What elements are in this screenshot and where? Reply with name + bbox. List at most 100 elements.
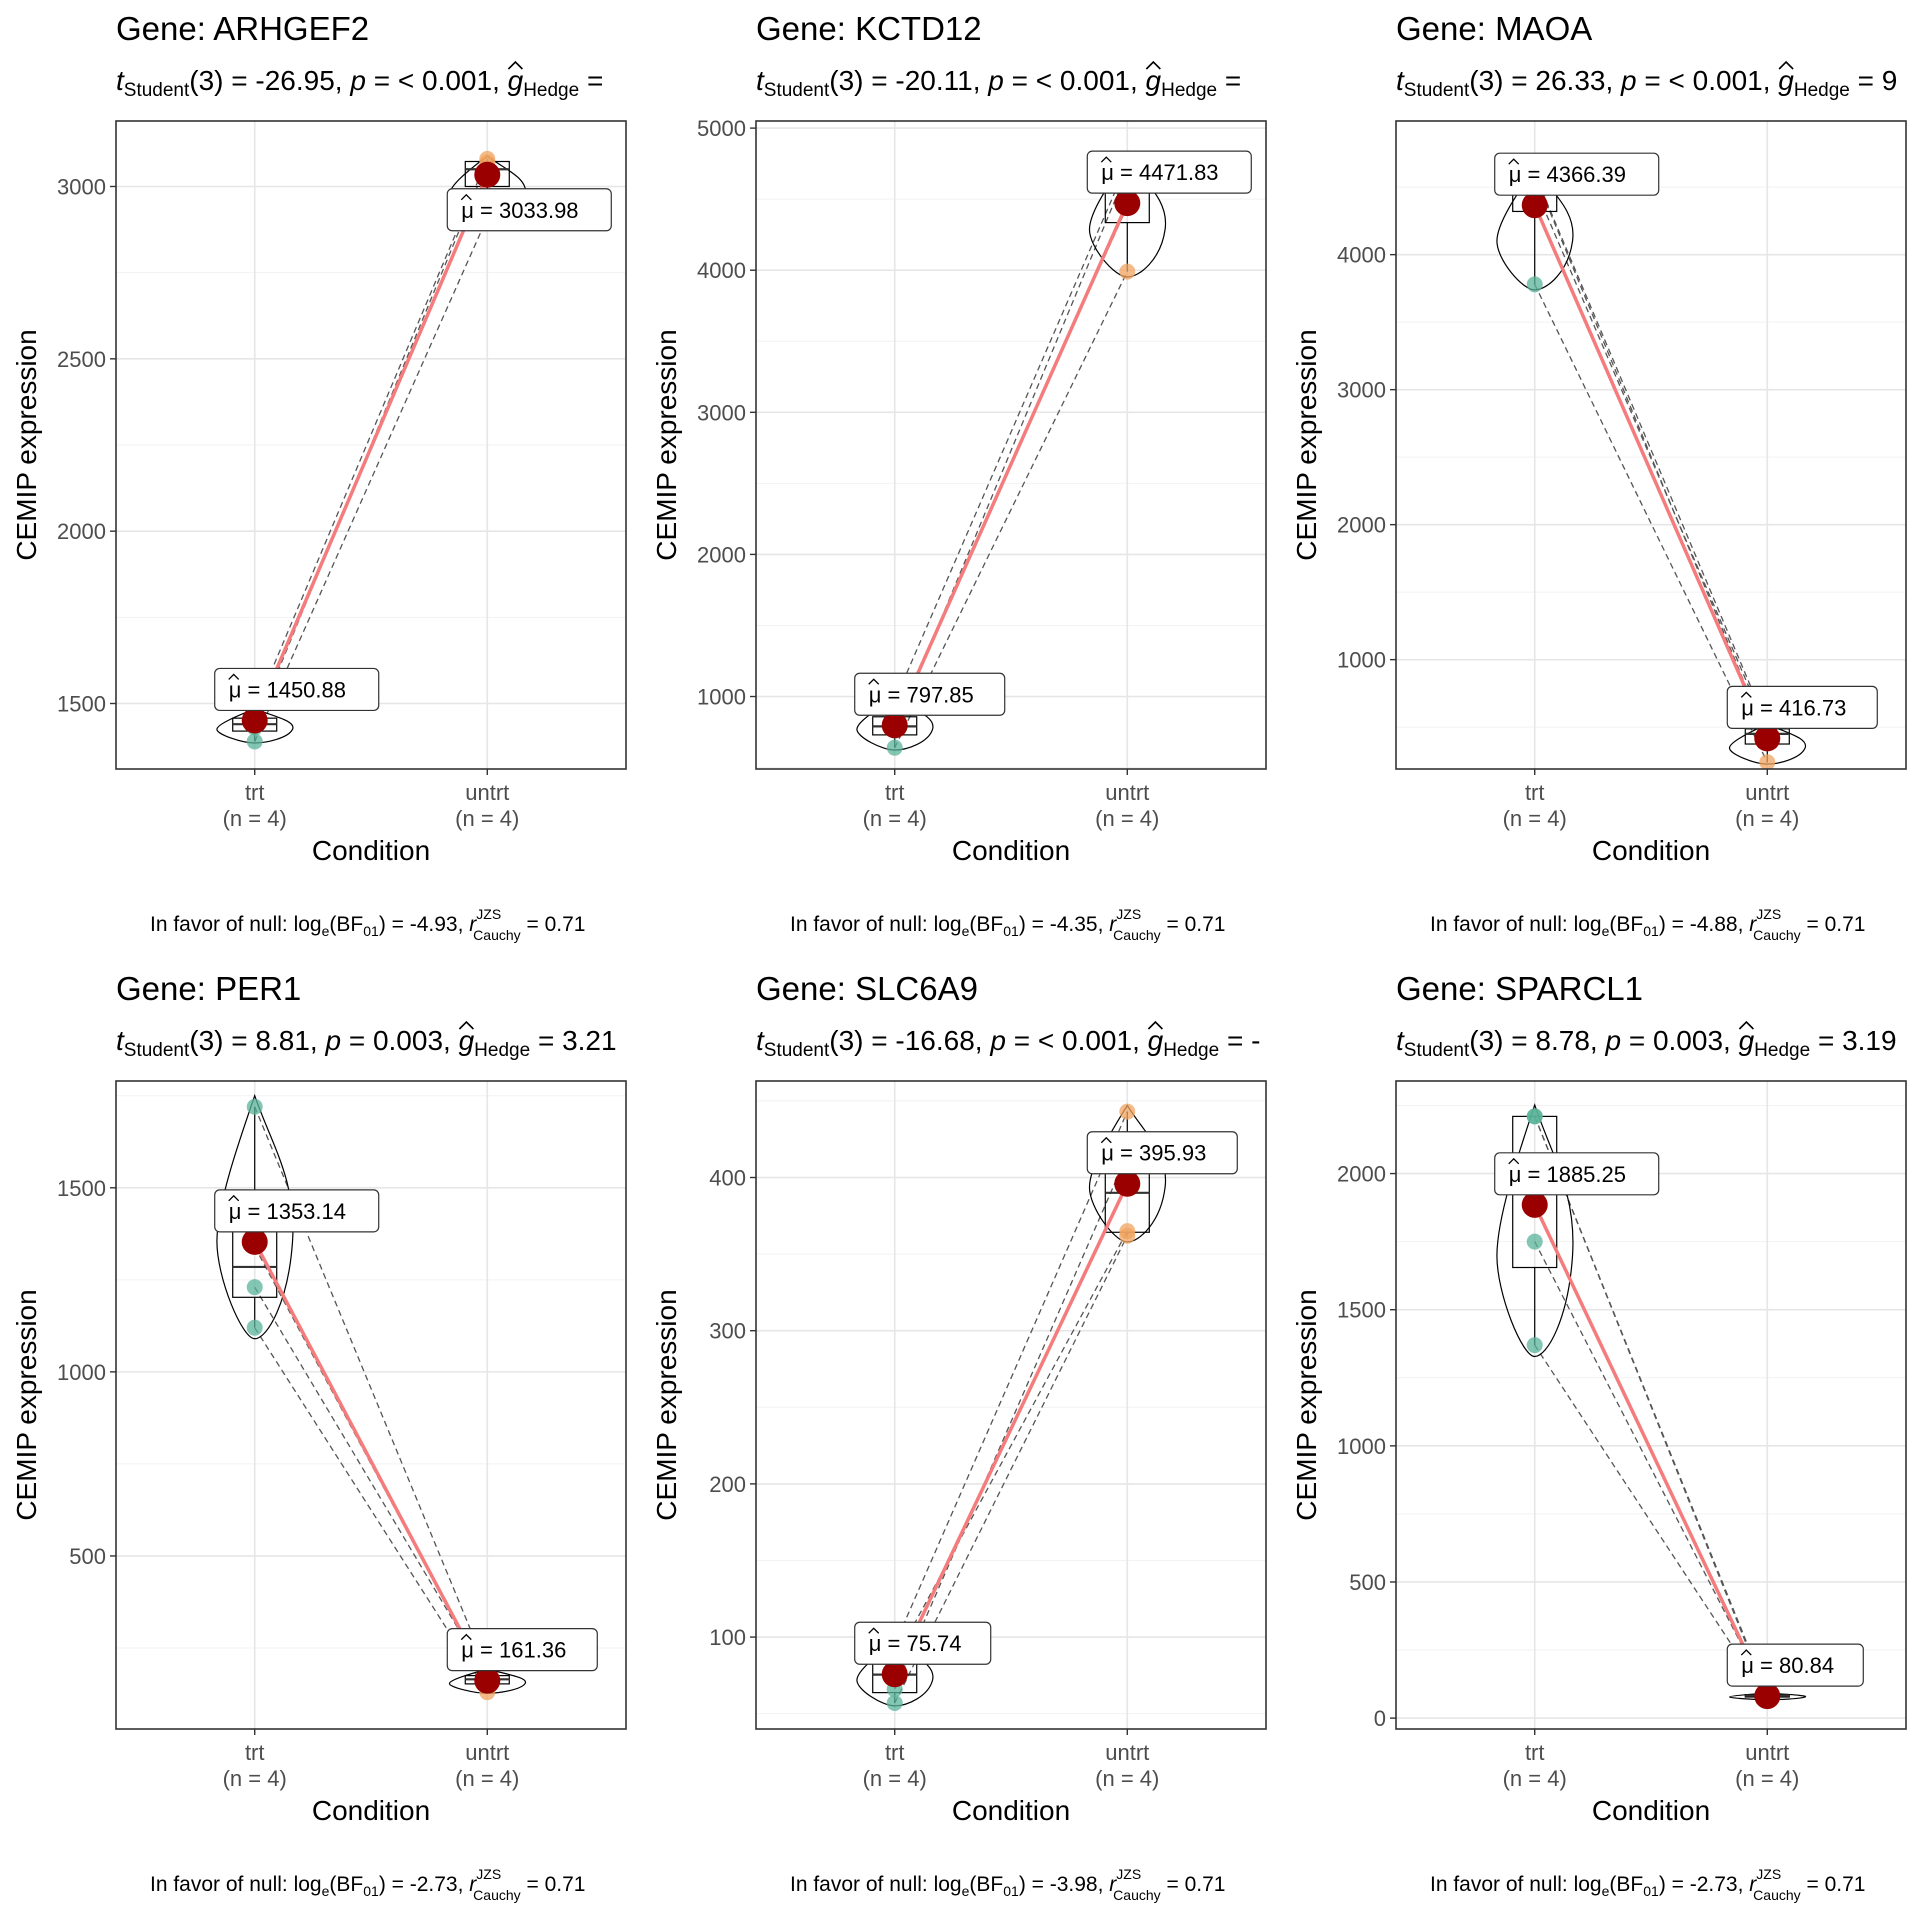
mean-label-text: μ = 3033.98 (461, 198, 578, 223)
mean-label-text: μ = 1885.25 (1509, 1162, 1626, 1187)
data-point-trt (246, 733, 263, 750)
mean-label-box (1086, 1131, 1238, 1175)
y-tick-label: 500 (69, 1544, 106, 1569)
chart-panel-5: Gene: SLC6A9 tStudent(3) = -16.68, p = < … (651, 970, 1267, 1903)
x-tick-label: trt (1525, 1740, 1545, 1765)
y-tick-label: 1500 (57, 692, 106, 717)
mean-label-box (1494, 1152, 1660, 1196)
y-tick-label: 1000 (697, 685, 746, 710)
y-tick-label: 100 (709, 1625, 746, 1650)
mean-label-trt: μ = 75.74 (854, 1621, 992, 1665)
paired-connector (1534, 186, 1768, 731)
bayes-caption: In favor of null: loge(BF01) = -2.73, rJ… (1430, 1866, 1865, 1903)
mean-point-untrt (474, 1667, 501, 1694)
hat-icon (460, 193, 472, 201)
paired-connector (1534, 1344, 1768, 1700)
mean-label-text: μ = 1450.88 (229, 677, 346, 702)
hat-icon (1508, 158, 1520, 165)
mean-label-text: μ = 395.93 (1101, 1141, 1206, 1166)
paired-connector (1534, 173, 1768, 727)
paired-connector (1534, 1116, 1768, 1694)
data-point-trt (1526, 1233, 1543, 1250)
hat-icon (1740, 1649, 1752, 1656)
mean-label-untrt: μ = 3033.98 (446, 188, 612, 232)
y-tick-label: 2000 (57, 519, 106, 544)
mean-point-trt (241, 1228, 268, 1255)
mean-label-text: μ = 75.74 (869, 1631, 962, 1656)
x-tick-label: trt (1525, 780, 1545, 805)
paired-connector (254, 158, 488, 711)
mean-label-box (854, 672, 1006, 716)
y-axis-title: CEMIP expression (651, 329, 682, 560)
y-tick-label: 400 (709, 1166, 746, 1191)
chart-panel-3: Gene: MAOA tStudent(3) = 26.33, p = < 0.0… (1291, 10, 1907, 943)
x-tick-label: trt (245, 1740, 265, 1765)
plot-content (216, 150, 527, 750)
bayes-caption: In favor of null: loge(BF01) = -3.98, rJ… (790, 1866, 1225, 1903)
mean-label-text: μ = 1353.14 (229, 1199, 346, 1224)
y-axis-title: CEMIP expression (11, 1289, 42, 1520)
chart-subtitle: tStudent(3) = 8.81, p = 0.003, gHedge = … (116, 1025, 617, 1061)
y-tick-label: 4000 (1337, 243, 1386, 268)
x-axis-title: Condition (1592, 835, 1710, 866)
panel-border (115, 120, 627, 770)
data-point-untrt (1119, 263, 1136, 280)
mean-label-trt: μ = 1353.14 (214, 1189, 380, 1233)
mean-label-text: μ = 4471.83 (1101, 160, 1218, 185)
mean-point-untrt (1114, 1170, 1141, 1197)
panel-border (755, 120, 1267, 770)
x-axis-title: Condition (1592, 1795, 1710, 1826)
mean-label-trt: μ = 1450.88 (214, 667, 380, 712)
mean-label-untrt: μ = 395.93 (1086, 1131, 1238, 1175)
mean-label-box (214, 667, 380, 712)
hat-icon (228, 1194, 240, 1202)
x-axis-title: Condition (952, 835, 1070, 866)
chart-title: Gene: KCTD12 (756, 10, 982, 47)
mean-label-trt: μ = 1885.25 (1494, 1152, 1660, 1196)
data-point-trt (886, 739, 903, 756)
mean-label-text: μ = 797.85 (869, 682, 974, 707)
data-point-trt (246, 1319, 263, 1336)
mean-point-trt (881, 712, 908, 739)
mean-line (253, 1241, 489, 1682)
data-point-trt (1526, 1108, 1543, 1125)
paired-connector (254, 217, 488, 742)
y-tick-label: 0 (1374, 1706, 1386, 1731)
y-tick-label: 300 (709, 1319, 746, 1344)
mean-point-untrt (1754, 1683, 1781, 1710)
gridlines (756, 121, 1266, 769)
chart-panel-4: Gene: PER1 tStudent(3) = 8.81, p = 0.003,… (11, 970, 627, 1903)
bayes-caption: In favor of null: loge(BF01) = -4.35, rJ… (790, 906, 1225, 943)
y-axis-title: CEMIP expression (1291, 1289, 1322, 1520)
x-tick-label: trt (885, 1740, 905, 1765)
mean-label-trt: μ = 4366.39 (1494, 152, 1660, 196)
y-tick-label: 1500 (1337, 1298, 1386, 1323)
chart-subtitle: tStudent(3) = 8.78, p = 0.003, gHedge = … (1396, 1025, 1897, 1061)
hat-icon (460, 1633, 472, 1641)
mean-point-trt (1521, 1191, 1548, 1218)
data-point-trt (886, 1694, 903, 1711)
chart-title: Gene: ARHGEF2 (116, 10, 369, 47)
panel-border (1395, 120, 1907, 770)
mean-label-untrt: μ = 80.84 (1726, 1643, 1864, 1687)
hat-icon (1508, 1157, 1520, 1165)
x-tick-n-label: (n = 4) (863, 1766, 927, 1791)
x-tick-label: untrt (465, 780, 509, 805)
panel-border (755, 1080, 1267, 1730)
chart-title: Gene: SLC6A9 (756, 970, 978, 1007)
hat-icon (868, 1627, 880, 1634)
chart-subtitle: tStudent(3) = 26.33, p = < 0.001, gHedge… (1396, 65, 1897, 101)
mean-label-text: μ = 80.84 (1741, 1653, 1834, 1678)
x-tick-label: untrt (1105, 1740, 1149, 1765)
y-tick-label: 2000 (697, 542, 746, 567)
mean-point-untrt (474, 161, 501, 188)
x-tick-n-label: (n = 4) (1503, 1766, 1567, 1791)
x-tick-n-label: (n = 4) (455, 1766, 519, 1791)
x-tick-n-label: (n = 4) (1095, 1766, 1159, 1791)
hat-icon (1145, 60, 1161, 70)
hat-icon (1778, 60, 1794, 70)
y-axis-title: CEMIP expression (651, 1289, 682, 1520)
data-point-untrt (1759, 754, 1776, 769)
x-tick-label: trt (885, 780, 905, 805)
